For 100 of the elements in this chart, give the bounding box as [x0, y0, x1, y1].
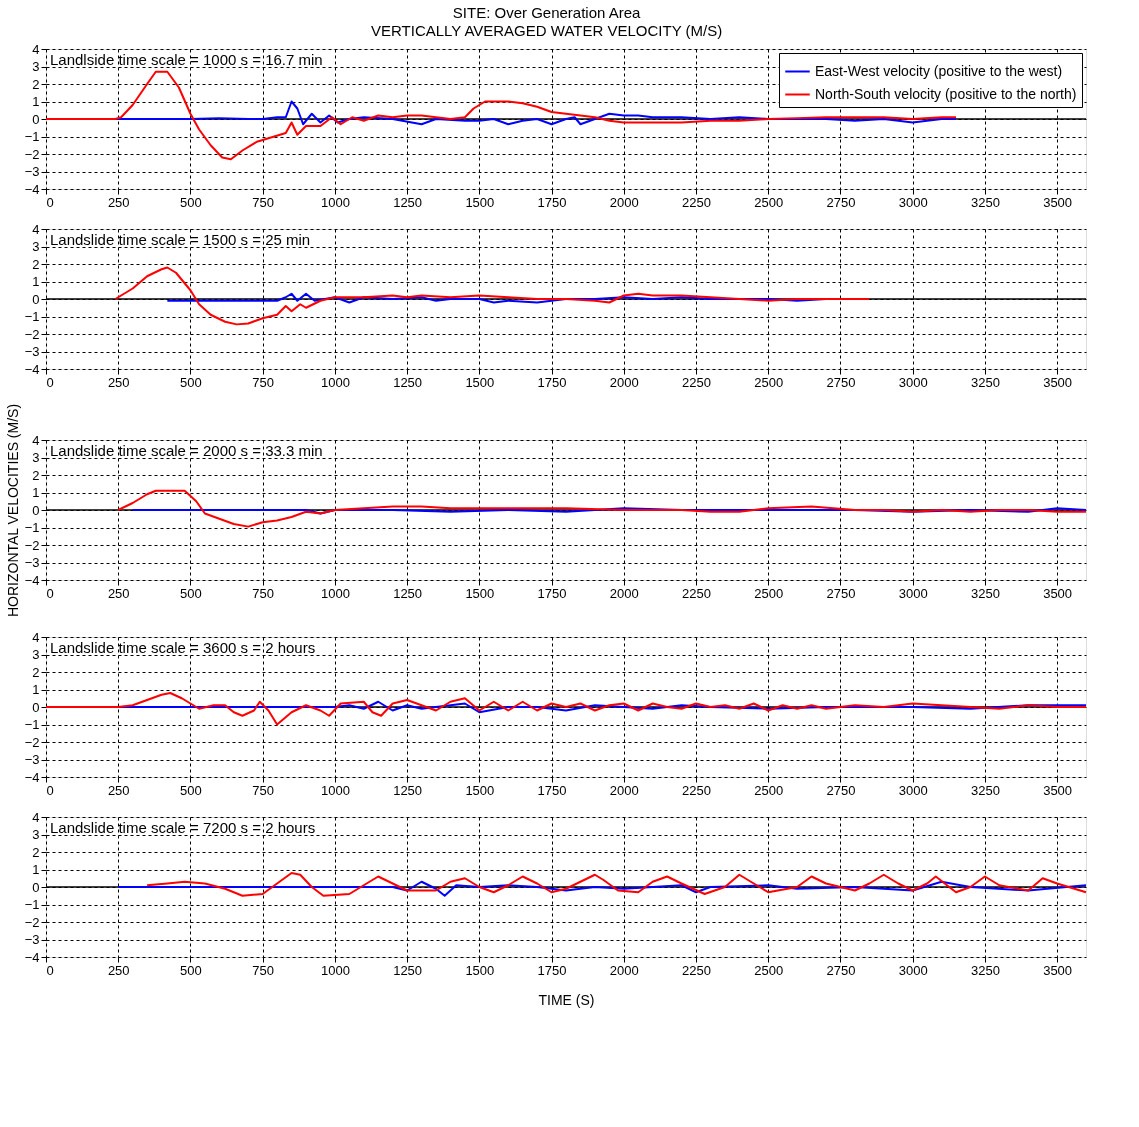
y-tick-label: 1 [32, 94, 40, 109]
x-tick-label: 2000 [609, 194, 639, 210]
x-tick-label: 250 [107, 194, 130, 210]
x-tick-label: 1750 [537, 782, 567, 798]
x-tick-label: 3250 [970, 374, 1000, 390]
x-tick-label: 3500 [1043, 782, 1073, 798]
y-tick-label: 0 [32, 111, 40, 127]
x-tick-label: 3250 [970, 962, 1000, 978]
y-tick-label: −2 [24, 914, 40, 930]
y-tick-label: −2 [24, 326, 40, 342]
x-tick-label: 500 [180, 585, 202, 601]
y-tick-label: 2 [32, 76, 40, 92]
x-tick-label: 2500 [754, 374, 784, 390]
x-tick-label: 1500 [465, 194, 495, 210]
y-tick-label: 3 [32, 647, 40, 662]
annotation: Landslide time scale = 1500 s = 25 min [50, 231, 311, 248]
chart-title: SITE: Over Generation Area [452, 3, 642, 21]
x-tick-label: 1250 [393, 962, 423, 978]
y-tick-label: 1 [32, 682, 40, 697]
annotation: Landslide time scale = 2000 s = 33.3 min [50, 442, 323, 459]
x-tick-label: 1500 [465, 585, 495, 601]
annotation: Landslide time scale = 7200 s = 2 hours [50, 819, 316, 836]
x-tick-label: 2250 [682, 782, 711, 798]
legend-label: North-South velocity (positive to the north) [815, 85, 1077, 102]
y-tick-label: 0 [32, 502, 40, 518]
x-tick-label: 3250 [970, 782, 1000, 798]
y-tick-label: −2 [24, 734, 40, 750]
y-tick-label: 4 [32, 41, 40, 57]
y-tick-label: −4 [24, 572, 40, 588]
y-axis-title: HORIZONTAL VELOCITIES (M/S) [4, 403, 21, 618]
y-tick-label: 4 [32, 629, 40, 645]
x-tick-label: 750 [252, 374, 275, 390]
x-tick-label: 1500 [465, 962, 495, 978]
x-tick-label: 750 [252, 782, 275, 798]
x-tick-label: 2250 [682, 962, 711, 978]
legend-label: East-West velocity (positive to the west) [815, 62, 1063, 79]
x-tick-label: 1250 [393, 194, 423, 210]
x-tick-label: 2500 [754, 194, 784, 210]
x-tick-label: 3000 [898, 374, 928, 390]
y-tick-label: 3 [32, 59, 40, 74]
x-tick-label: 1000 [320, 194, 350, 210]
y-tick-label: 3 [32, 239, 40, 254]
y-tick-label: 2 [32, 844, 40, 860]
x-tick-label: 0 [46, 782, 54, 798]
x-axis-title: TIME (S) [538, 991, 595, 1008]
x-tick-label: 0 [46, 194, 54, 210]
x-tick-label: 1250 [393, 782, 423, 798]
x-tick-label: 750 [252, 194, 275, 210]
y-tick-label: −3 [24, 932, 40, 947]
x-tick-label: 2500 [754, 585, 784, 601]
x-tick-label: 2250 [682, 585, 711, 601]
x-tick-label: 1000 [320, 374, 350, 390]
x-tick-label: 3250 [970, 194, 1000, 210]
line-series [114, 266, 871, 326]
x-tick-label: 1500 [465, 374, 495, 390]
y-tick-label: −3 [24, 555, 40, 570]
y-tick-label: −1 [24, 309, 40, 324]
y-tick-label: 0 [32, 699, 40, 715]
y-tick-label: −1 [24, 520, 40, 535]
x-tick-label: 3500 [1043, 962, 1073, 978]
y-tick-label: 0 [32, 291, 40, 307]
annotation: Landlside time scale = 1000 s = 16.7 min [50, 51, 323, 68]
y-tick-label: −2 [24, 146, 40, 162]
y-tick-label: 3 [32, 450, 40, 465]
x-tick-label: 1750 [537, 194, 567, 210]
x-tick-label: 1000 [320, 782, 350, 798]
x-tick-label: 2750 [826, 782, 856, 798]
x-tick-label: 3000 [898, 962, 928, 978]
x-tick-label: 250 [107, 374, 130, 390]
y-tick-label: 3 [32, 827, 40, 842]
x-tick-label: 3500 [1043, 194, 1073, 210]
y-tick-label: −3 [24, 752, 40, 767]
x-tick-label: 250 [107, 962, 130, 978]
x-tick-label: 750 [252, 585, 275, 601]
x-tick-label: 2500 [754, 962, 784, 978]
x-tick-label: 250 [107, 585, 130, 601]
x-tick-label: 2750 [826, 962, 856, 978]
y-tick-label: −1 [24, 717, 40, 732]
x-tick-label: 2500 [754, 782, 784, 798]
x-tick-label: 0 [46, 962, 54, 978]
line-series [146, 872, 1087, 897]
y-tick-label: −3 [24, 344, 40, 359]
y-tick-label: 4 [32, 221, 40, 237]
x-tick-label: 2250 [682, 194, 711, 210]
y-tick-label: −4 [24, 949, 40, 965]
x-tick-label: 2000 [609, 374, 639, 390]
x-tick-label: 2750 [826, 585, 856, 601]
x-tick-label: 500 [180, 194, 202, 210]
y-tick-label: −2 [24, 537, 40, 553]
x-tick-label: 750 [252, 962, 275, 978]
y-tick-label: −4 [24, 181, 40, 197]
y-tick-label: 0 [32, 879, 40, 895]
y-tick-label: 2 [32, 467, 40, 483]
y-tick-label: 2 [32, 256, 40, 272]
x-tick-label: 0 [46, 585, 54, 601]
y-tick-label: 1 [32, 274, 40, 289]
x-tick-label: 500 [180, 374, 202, 390]
y-tick-label: −4 [24, 361, 40, 377]
x-tick-label: 2000 [609, 962, 639, 978]
x-tick-label: 1000 [320, 585, 350, 601]
